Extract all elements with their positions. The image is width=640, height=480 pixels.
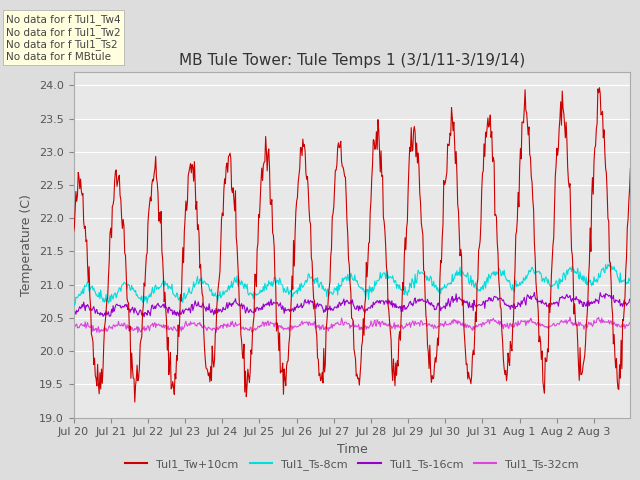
Legend: Tul1_Tw+10cm, Tul1_Ts-8cm, Tul1_Ts-16cm, Tul1_Ts-32cm: Tul1_Tw+10cm, Tul1_Ts-8cm, Tul1_Ts-16cm,… xyxy=(121,455,583,474)
Text: No data for f Tul1_Tw4
No data for f Tul1_Tw2
No data for f Tul1_Ts2
No data for: No data for f Tul1_Tw4 No data for f Tul… xyxy=(6,14,121,62)
X-axis label: Time: Time xyxy=(337,443,367,456)
Y-axis label: Temperature (C): Temperature (C) xyxy=(20,194,33,296)
Title: MB Tule Tower: Tule Temps 1 (3/1/11-3/19/14): MB Tule Tower: Tule Temps 1 (3/1/11-3/19… xyxy=(179,53,525,68)
